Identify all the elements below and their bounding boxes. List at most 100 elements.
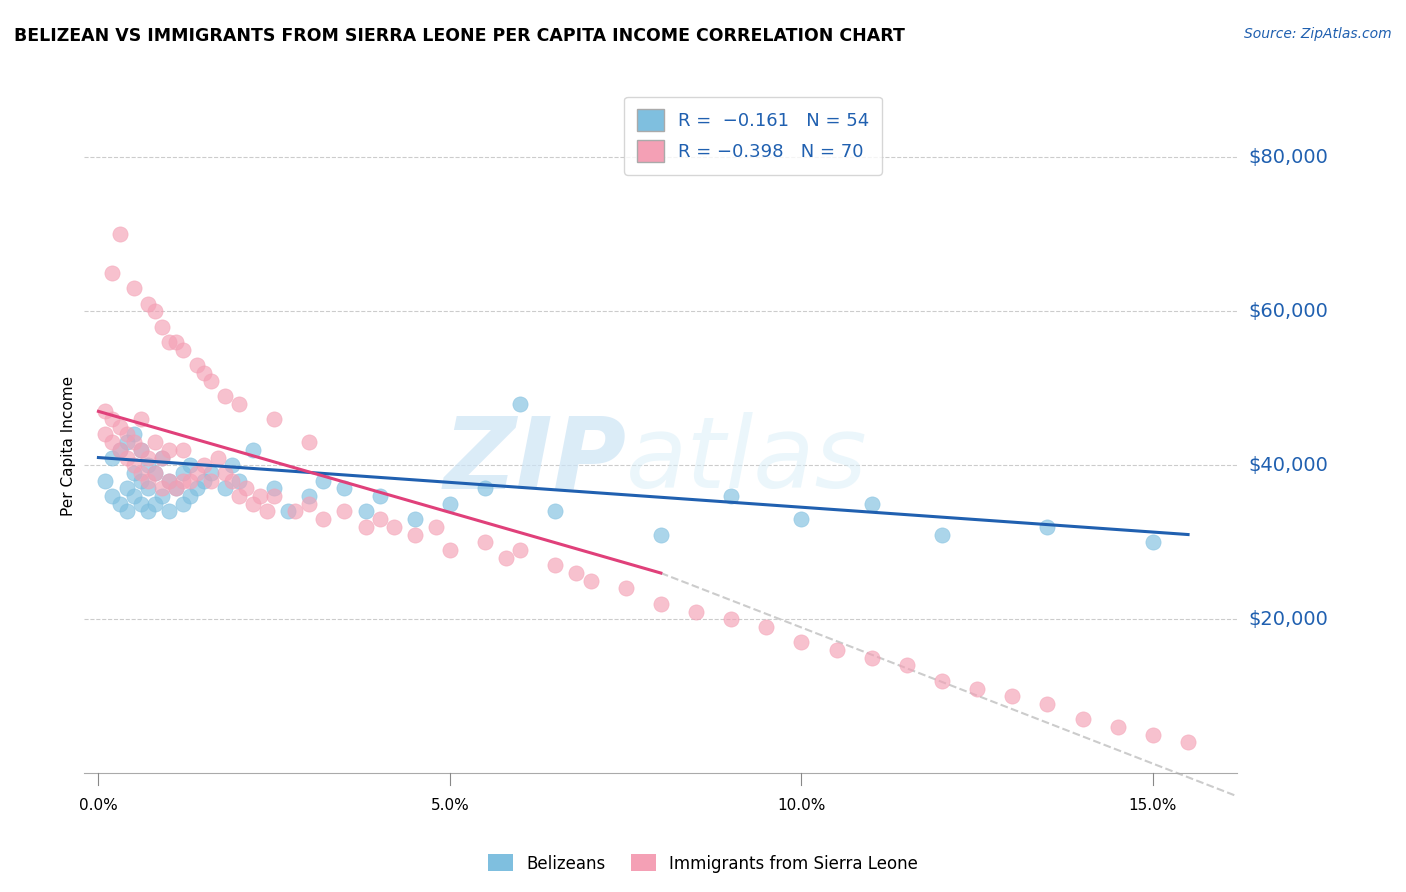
Point: [720, 489, 742, 503]
Point: [150, 481, 173, 495]
Point: [790, 635, 813, 649]
Point: [172, 466, 194, 480]
Text: ZIP: ZIP: [443, 412, 626, 509]
Point: [579, 574, 602, 588]
Point: [404, 512, 426, 526]
Point: [650, 597, 672, 611]
Point: [1142, 728, 1164, 742]
Point: [495, 550, 517, 565]
Point: [108, 419, 131, 434]
Point: [157, 474, 180, 488]
Point: [825, 643, 848, 657]
Point: [136, 481, 159, 495]
Point: [115, 504, 138, 518]
Point: [614, 582, 637, 596]
Point: [404, 527, 426, 541]
Point: [354, 520, 377, 534]
Point: [509, 397, 531, 411]
Point: [157, 474, 180, 488]
Point: [298, 497, 321, 511]
Point: [333, 481, 356, 495]
Point: [931, 673, 953, 688]
Point: [200, 374, 222, 388]
Point: [157, 334, 180, 349]
Point: [136, 474, 159, 488]
Point: [228, 397, 250, 411]
Point: [200, 466, 222, 480]
Point: [101, 412, 124, 426]
Point: [94, 427, 117, 442]
Point: [129, 474, 152, 488]
Point: [860, 497, 883, 511]
Point: [115, 427, 138, 442]
Point: [108, 442, 131, 457]
Point: [193, 458, 215, 473]
Point: [136, 450, 159, 465]
Text: 0.0%: 0.0%: [79, 798, 118, 814]
Point: [249, 489, 271, 503]
Point: [685, 605, 707, 619]
Point: [221, 458, 243, 473]
Point: [1107, 720, 1129, 734]
Point: [136, 504, 159, 518]
Point: [298, 489, 321, 503]
Point: [115, 435, 138, 450]
Point: [1142, 535, 1164, 549]
Point: [256, 504, 278, 518]
Point: [179, 458, 201, 473]
Point: [165, 334, 187, 349]
Text: 15.0%: 15.0%: [1129, 798, 1177, 814]
Point: [214, 481, 236, 495]
Point: [312, 474, 335, 488]
Point: [122, 435, 145, 450]
Point: [312, 512, 335, 526]
Point: [94, 404, 117, 418]
Point: [143, 466, 166, 480]
Point: [368, 489, 391, 503]
Point: [186, 466, 208, 480]
Point: [214, 389, 236, 403]
Point: [439, 543, 461, 558]
Point: [931, 527, 953, 541]
Point: [1177, 735, 1199, 749]
Point: [284, 504, 307, 518]
Point: [150, 489, 173, 503]
Point: [263, 481, 285, 495]
Point: [129, 442, 152, 457]
Point: [242, 442, 264, 457]
Point: [228, 489, 250, 503]
Point: [755, 620, 778, 634]
Point: [565, 566, 588, 580]
Point: [474, 535, 496, 549]
Point: [122, 466, 145, 480]
Point: [157, 442, 180, 457]
Point: [143, 304, 166, 318]
Point: [439, 497, 461, 511]
Point: [101, 266, 124, 280]
Point: [129, 466, 152, 480]
Point: [179, 474, 201, 488]
Point: [207, 450, 229, 465]
Point: [172, 442, 194, 457]
Point: [172, 497, 194, 511]
Point: [143, 497, 166, 511]
Text: $40,000: $40,000: [1249, 456, 1329, 475]
Point: [108, 497, 131, 511]
Point: [354, 504, 377, 518]
Point: [122, 281, 145, 295]
Point: [720, 612, 742, 626]
Point: [136, 296, 159, 310]
Point: [186, 358, 208, 372]
Point: [1036, 697, 1059, 711]
Point: [101, 450, 124, 465]
Point: [544, 558, 567, 573]
Point: [277, 504, 299, 518]
Point: [1071, 712, 1094, 726]
Point: [790, 512, 813, 526]
Point: [129, 442, 152, 457]
Point: [122, 427, 145, 442]
Point: [242, 497, 264, 511]
Point: [143, 435, 166, 450]
Point: [129, 497, 152, 511]
Legend: R =  −0.161   N = 54, R = −0.398   N = 70: R = −0.161 N = 54, R = −0.398 N = 70: [624, 96, 882, 175]
